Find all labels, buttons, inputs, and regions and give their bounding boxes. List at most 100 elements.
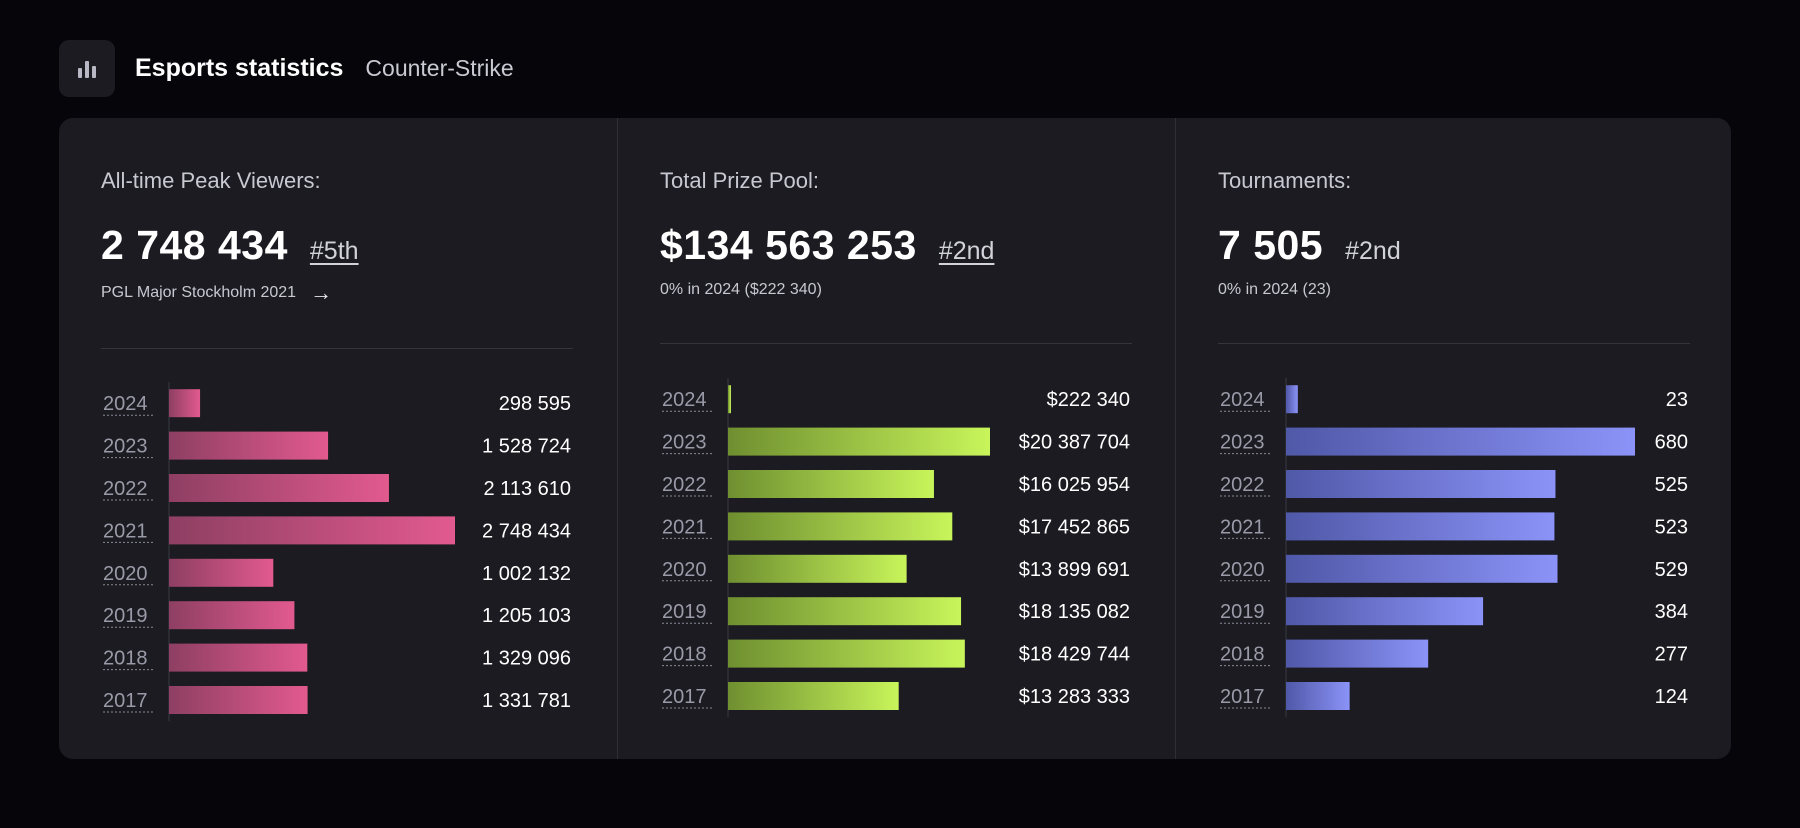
bar-2024[interactable] — [169, 389, 201, 418]
bar-2018[interactable] — [728, 639, 965, 668]
value-label-2024: 23 — [1666, 389, 1688, 411]
game-name: Counter-Strike — [365, 55, 514, 81]
value-label-2023: $20 387 704 — [1019, 432, 1130, 454]
year-label-2019[interactable]: 2019 — [662, 601, 707, 623]
stats-logo-button[interactable] — [59, 40, 115, 97]
value-label-2018: 277 — [1655, 644, 1688, 666]
value-label-2022: 2 113 610 — [484, 478, 572, 500]
bar-2017[interactable] — [1286, 682, 1350, 710]
prize-pool-bars: 2024 $222 340 2023 $20 387 704 2022 $16 025 9… — [662, 378, 1130, 718]
bar-2017[interactable] — [169, 686, 308, 714]
peak-viewers-rank-link[interactable]: #5th — [309, 237, 359, 265]
year-label-2021[interactable]: 2021 — [103, 520, 148, 542]
bar-2023[interactable] — [1286, 427, 1635, 456]
prize-pool-value: $134 563 253 — [660, 222, 917, 268]
prize-pool-chart: 2024 $222 340 2023 $20 387 704 2022 $16 025 9… — [660, 378, 1132, 718]
year-label-2018[interactable]: 2018 — [662, 644, 707, 666]
peak-tournament-name: PGL Major Stockholm 2021 — [101, 284, 297, 301]
value-label-2017: 124 — [1655, 686, 1688, 708]
peak-viewers-value: 2 748 434 — [101, 222, 288, 268]
year-label-2021[interactable]: 2021 — [1220, 516, 1265, 538]
value-label-2022: $16 025 954 — [1019, 474, 1130, 496]
prize-pool-summary: $134 563 253 #2nd — [660, 222, 994, 269]
year-label-2017[interactable]: 2017 — [662, 686, 707, 708]
bar-2023[interactable] — [728, 427, 990, 456]
year-label-2023[interactable]: 2023 — [662, 432, 707, 454]
tournaments-panel: Tournaments: 7 505 #2nd 0% in 2024 (23) … — [1175, 118, 1731, 759]
year-label-2020[interactable]: 2020 — [1220, 559, 1265, 581]
year-label-2020[interactable]: 2020 — [103, 563, 148, 585]
bar-chart-icon — [78, 60, 96, 78]
bar-2023[interactable] — [169, 431, 329, 460]
prize-pool-label: Total Prize Pool: — [660, 168, 819, 193]
tournaments-rank: #2nd — [1345, 237, 1401, 265]
year-label-2024[interactable]: 2024 — [662, 389, 707, 411]
tournaments-chart: 2024 23 2023 680 2022 525 2021 523 2020 529 2019 38… — [1218, 378, 1690, 718]
prize-pool-rank-link[interactable]: #2nd — [938, 237, 995, 265]
year-label-2024[interactable]: 2024 — [103, 393, 148, 415]
value-label-2019: 384 — [1655, 601, 1688, 623]
bar-2020[interactable] — [169, 558, 274, 587]
bar-2020[interactable] — [1286, 554, 1558, 583]
year-label-2017[interactable]: 2017 — [103, 690, 148, 712]
bar-2018[interactable] — [1286, 639, 1429, 668]
value-label-2019: $18 135 082 — [1019, 601, 1130, 623]
bar-2019[interactable] — [1286, 597, 1484, 626]
year-label-2019[interactable]: 2019 — [1220, 601, 1265, 623]
value-label-2022: 525 — [1655, 474, 1688, 496]
year-label-2020[interactable]: 2020 — [662, 559, 707, 581]
year-label-2019[interactable]: 2019 — [103, 605, 148, 627]
bar-2022[interactable] — [1286, 470, 1556, 498]
page-title: Esports statistics — [135, 54, 344, 82]
divider — [1218, 343, 1690, 344]
value-label-2021: 523 — [1655, 516, 1688, 538]
prize-pool-change: 0% in 2024 ($222 340) — [660, 281, 822, 299]
value-label-2023: 680 — [1655, 432, 1688, 454]
value-label-2018: 1 329 096 — [482, 648, 571, 670]
value-label-2017: $13 283 333 — [1019, 686, 1130, 708]
bar-2022[interactable] — [169, 474, 389, 502]
year-label-2021[interactable]: 2021 — [662, 516, 707, 538]
year-label-2018[interactable]: 2018 — [1220, 644, 1265, 666]
peak-tournament-link[interactable]: PGL Major Stockholm 2021 → — [101, 282, 332, 304]
bar-2022[interactable] — [728, 470, 934, 498]
peak-viewers-chart: 2024 298 595 2023 1 528 724 2022 2 113 610 202… — [101, 382, 573, 722]
year-label-2017[interactable]: 2017 — [1220, 686, 1265, 708]
bar-2021[interactable] — [1286, 512, 1555, 541]
value-label-2017: 1 331 781 — [482, 690, 571, 712]
tournaments-change-text: 0% in 2024 (23) — [1218, 281, 1331, 298]
peak-viewers-panel: All-time Peak Viewers: 2 748 434 #5th PG… — [59, 118, 617, 759]
header: Esports statistics Counter-Strike — [59, 40, 514, 97]
bar-2024[interactable] — [1286, 385, 1298, 414]
bar-2021[interactable] — [728, 512, 953, 541]
value-label-2021: 2 748 434 — [482, 520, 571, 542]
bar-2019[interactable] — [169, 601, 295, 630]
tournaments-bars: 2024 23 2023 680 2022 525 2021 523 2020 529 2019 38… — [1220, 378, 1688, 718]
peak-viewers-label: All-time Peak Viewers: — [101, 168, 321, 193]
year-label-2023[interactable]: 2023 — [103, 436, 148, 458]
bar-2019[interactable] — [728, 597, 962, 626]
value-label-2020: $13 899 691 — [1019, 559, 1130, 581]
tournaments-change: 0% in 2024 (23) — [1218, 281, 1331, 299]
year-label-2022[interactable]: 2022 — [662, 474, 707, 496]
prize-pool-change-text: 0% in 2024 ($222 340) — [660, 281, 822, 298]
bar-2021[interactable] — [169, 516, 455, 545]
year-label-2024[interactable]: 2024 — [1220, 389, 1265, 411]
year-label-2023[interactable]: 2023 — [1220, 432, 1265, 454]
bar-2020[interactable] — [728, 554, 907, 583]
divider — [101, 348, 573, 349]
bar-2024[interactable] — [728, 385, 731, 414]
bar-2018[interactable] — [169, 643, 308, 672]
tournaments-label: Tournaments: — [1218, 168, 1352, 193]
peak-viewers-bars: 2024 298 595 2023 1 528 724 2022 2 113 610 202… — [103, 382, 572, 722]
prize-pool-panel: Total Prize Pool: $134 563 253 #2nd 0% i… — [617, 118, 1175, 759]
value-label-2020: 529 — [1655, 559, 1688, 581]
year-label-2022[interactable]: 2022 — [103, 478, 148, 500]
tournaments-value: 7 505 — [1218, 222, 1324, 268]
value-label-2020: 1 002 132 — [482, 563, 571, 585]
bar-2017[interactable] — [728, 682, 899, 710]
value-label-2019: 1 205 103 — [482, 605, 571, 627]
value-label-2021: $17 452 865 — [1019, 516, 1130, 538]
year-label-2018[interactable]: 2018 — [103, 648, 148, 670]
year-label-2022[interactable]: 2022 — [1220, 474, 1265, 496]
